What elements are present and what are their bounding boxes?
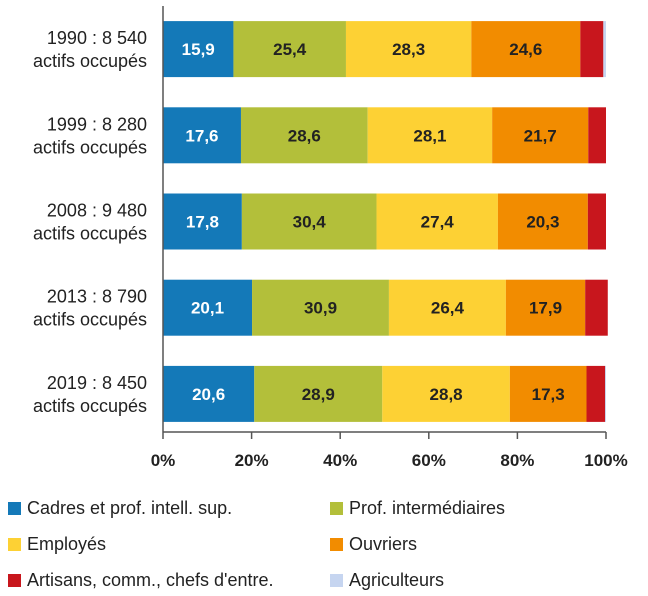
bar-segment xyxy=(580,21,603,77)
legend-swatch-agriculteurs xyxy=(330,574,343,587)
legend-item-artisans: Artisans, comm., chefs d'entre. xyxy=(8,568,330,592)
category-label: 2019 : 8 450 actifs occupés xyxy=(33,373,147,416)
legend-item-cadres: Cadres et prof. intell. sup. xyxy=(8,496,330,520)
legend-swatch-prof-intermediaires xyxy=(330,502,343,515)
legend-swatch-cadres xyxy=(8,502,21,515)
data-label: 28,1 xyxy=(413,126,446,145)
data-label: 17,6 xyxy=(185,126,218,145)
x-tick-label: 0% xyxy=(151,451,176,470)
data-label: 30,9 xyxy=(304,299,337,318)
bar-segment xyxy=(605,366,606,422)
bar-segment xyxy=(603,21,606,77)
legend-label-cadres: Cadres et prof. intell. sup. xyxy=(27,498,232,519)
legend-swatch-artisans xyxy=(8,574,21,587)
bar-segment xyxy=(587,366,606,422)
legend-label-prof-intermediaires: Prof. intermédiaires xyxy=(349,498,505,519)
legend-item-agriculteurs: Agriculteurs xyxy=(330,568,640,592)
legend-label-employes: Employés xyxy=(27,534,106,555)
x-tick-label: 60% xyxy=(412,451,446,470)
legend: Cadres et prof. intell. sup. Prof. inter… xyxy=(8,496,640,592)
legend-label-ouvriers: Ouvriers xyxy=(349,534,417,555)
category-label: 2008 : 9 480 actifs occupés xyxy=(33,201,147,244)
data-label: 15,9 xyxy=(182,40,215,59)
data-label: 17,8 xyxy=(186,213,219,232)
legend-swatch-employes xyxy=(8,538,21,551)
legend-swatch-ouvriers xyxy=(330,538,343,551)
data-label: 20,6 xyxy=(192,385,225,404)
data-label: 25,4 xyxy=(273,40,307,59)
bar-segment xyxy=(588,107,606,163)
legend-item-employes: Employés xyxy=(8,532,330,556)
data-label: 28,9 xyxy=(302,385,335,404)
data-label: 17,3 xyxy=(532,385,565,404)
category-label: 2013 : 8 790 actifs occupés xyxy=(33,287,147,330)
data-label: 28,8 xyxy=(430,385,463,404)
data-label: 28,3 xyxy=(392,40,425,59)
bar-segment xyxy=(588,194,606,250)
legend-item-ouvriers: Ouvriers xyxy=(330,532,640,556)
x-tick-label: 40% xyxy=(323,451,357,470)
data-label: 27,4 xyxy=(421,213,455,232)
x-tick-label: 80% xyxy=(500,451,534,470)
data-label: 28,6 xyxy=(288,126,321,145)
x-tick-label: 20% xyxy=(235,451,269,470)
category-label: 1990 : 8 540 actifs occupés xyxy=(33,28,147,71)
data-label: 17,9 xyxy=(529,299,562,318)
legend-item-prof-intermediaires: Prof. intermédiaires xyxy=(330,496,640,520)
data-label: 20,1 xyxy=(191,299,224,318)
data-label: 26,4 xyxy=(431,299,465,318)
data-label: 20,3 xyxy=(526,213,559,232)
category-label: 1999 : 8 280 actifs occupés xyxy=(33,114,147,157)
data-label: 21,7 xyxy=(524,126,557,145)
data-label: 24,6 xyxy=(509,40,542,59)
legend-label-agriculteurs: Agriculteurs xyxy=(349,570,444,591)
bar-segment xyxy=(585,280,608,336)
x-tick-label: 100% xyxy=(584,451,627,470)
data-label: 30,4 xyxy=(293,213,327,232)
legend-label-artisans: Artisans, comm., chefs d'entre. xyxy=(27,570,274,591)
